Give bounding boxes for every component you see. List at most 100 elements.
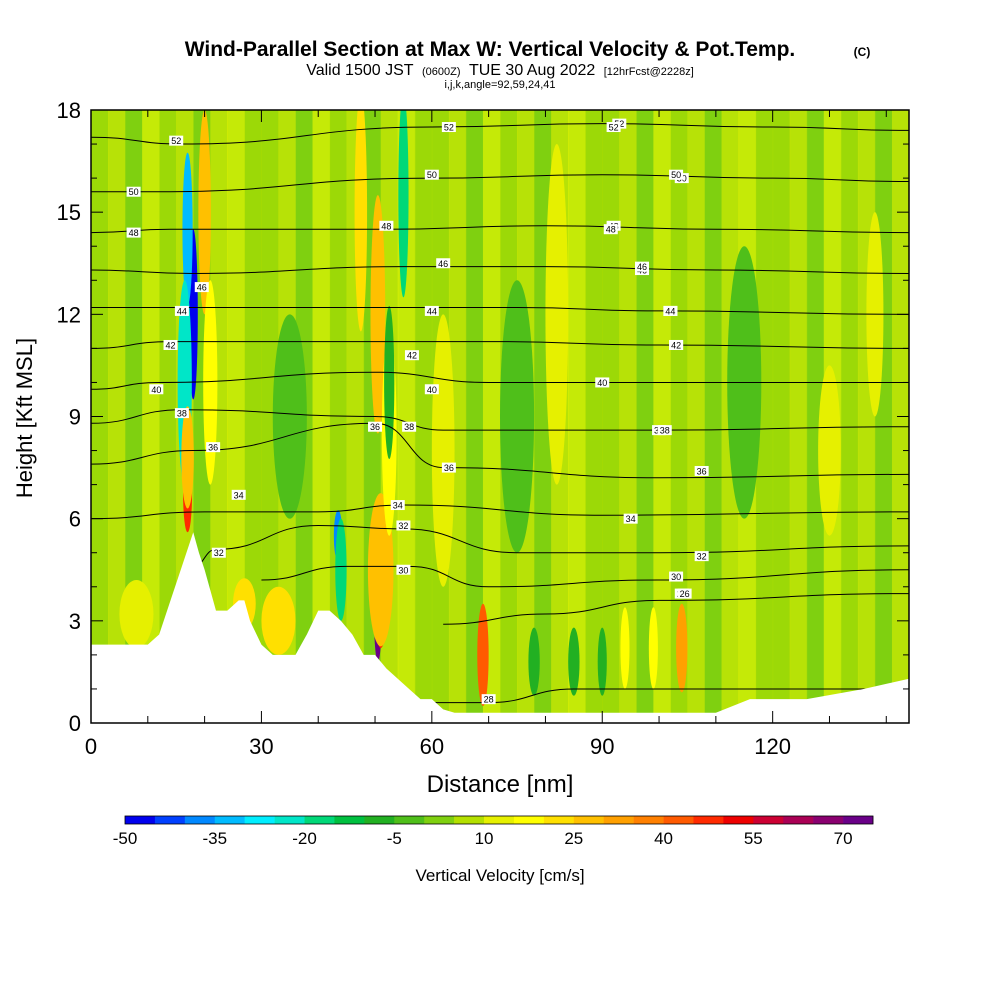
contour-label-text: 50 <box>129 187 139 197</box>
field-stripe <box>806 110 825 723</box>
contour-label: 52 <box>441 122 456 133</box>
velocity-cell <box>648 607 658 689</box>
colorbar-tick-label: 55 <box>744 829 763 848</box>
velocity-cell <box>181 406 194 509</box>
subtitle-valid: Valid 1500 JST <box>306 62 414 79</box>
colorbar-swatch <box>125 816 156 824</box>
contour-label-text: 38 <box>660 426 670 436</box>
field-stripe <box>670 110 688 723</box>
colorbar-tick-label: 40 <box>654 829 673 848</box>
colorbar-swatch <box>274 816 305 824</box>
contour-label-text: 40 <box>151 385 161 395</box>
contour-label: 38 <box>174 408 189 419</box>
field-stripe <box>789 110 808 723</box>
isentrope-line <box>91 266 909 274</box>
contour-label: 36 <box>694 465 709 476</box>
colorbar-swatch <box>424 816 455 824</box>
contour-label-bg <box>390 500 405 511</box>
colorbar-tick-label: -20 <box>292 829 317 848</box>
field-stripe <box>602 110 620 723</box>
velocity-cell <box>367 493 394 647</box>
subtitle-utc: (0600Z) <box>422 66 461 78</box>
contour-label-bg <box>206 442 221 453</box>
contour-label-bg <box>663 305 678 316</box>
contour-label-text: 28 <box>484 695 494 705</box>
isentrope-line <box>91 371 909 390</box>
contour-label-text: 44 <box>177 306 187 316</box>
contour-label: 42 <box>669 339 684 350</box>
colorbar-swatch <box>244 816 275 824</box>
contour-label: 30 <box>669 571 684 582</box>
contour-label-bg <box>169 135 184 146</box>
colorbar-tick-label: -5 <box>387 829 402 848</box>
contour-label-bg <box>441 122 456 133</box>
field-stripe <box>585 110 603 723</box>
velocity-cell <box>568 627 580 696</box>
field-stripe <box>755 110 774 723</box>
contour-label: 38 <box>657 425 672 436</box>
contour-label-text: 34 <box>393 501 403 511</box>
params-line: i,j,k,angle=92,59,24,41 <box>444 79 555 91</box>
contour-label-bg <box>126 186 141 197</box>
contour-label: 34 <box>623 513 638 524</box>
x-tick-label: 120 <box>754 734 791 759</box>
contour-label-text: 44 <box>665 306 675 316</box>
contour-label-text: 42 <box>671 340 681 350</box>
velocity-cell <box>370 195 386 434</box>
colorbar-tick-label: 10 <box>475 829 494 848</box>
contour-label-bg <box>603 224 618 235</box>
contour-label-bg <box>424 305 439 316</box>
subtitle-date: TUE 30 Aug 2022 <box>469 62 595 79</box>
colorbar-swatch <box>633 816 664 824</box>
colorbar-swatch <box>334 816 365 824</box>
contour-label: 42 <box>163 339 178 350</box>
contour-label: 42 <box>404 350 419 361</box>
contour-label: 44 <box>174 305 189 316</box>
colorbar-swatch <box>783 816 814 824</box>
contour-label-text: 34 <box>234 490 244 500</box>
contour-label-bg <box>669 169 684 180</box>
contour-label-bg <box>657 425 672 436</box>
field-stripe <box>874 110 893 723</box>
colorbar-swatch <box>214 816 245 824</box>
x-axis-label: Distance [nm] <box>427 771 574 798</box>
contour-label-bg <box>694 551 709 562</box>
colorbar-tick-label: -50 <box>113 829 138 848</box>
contour-label: 40 <box>595 377 610 388</box>
contour-label-bg <box>149 384 164 395</box>
contour-label: 28 <box>481 694 496 705</box>
contour-label-text: 48 <box>381 221 391 231</box>
field-stripe <box>619 110 637 723</box>
y-tick-label: 15 <box>57 200 81 225</box>
contour-label-bg <box>606 122 621 133</box>
field-stripe <box>125 110 143 723</box>
contour-label: 26 <box>677 588 692 599</box>
contour-label-bg <box>481 694 496 705</box>
contour-label-bg <box>669 571 684 582</box>
contour-label: 36 <box>368 421 383 432</box>
velocity-cell <box>384 305 395 460</box>
y-tick-label: 12 <box>57 302 81 327</box>
velocity-cell <box>818 365 841 536</box>
velocity-cell <box>545 144 569 485</box>
contour-label-bg <box>174 408 189 419</box>
contour-labels: 26 28 30 32 34 36 38 40 42 44 46 48 50 52 50 48 42 40 38 36… <box>126 118 709 705</box>
contour-label-text: 46 <box>197 283 207 293</box>
velocity-cell <box>335 518 347 621</box>
subtitle-forecast: [12hrFcst@2228z] <box>604 66 694 78</box>
velocity-cell <box>398 110 409 298</box>
x-tick-label: 60 <box>420 734 444 759</box>
contour-label-text: 46 <box>438 259 448 269</box>
velocity-cell <box>431 314 455 587</box>
contour-label-bg <box>694 465 709 476</box>
velocity-cell <box>500 280 535 553</box>
chart-title: Wind-Parallel Section at Max W: Vertical… <box>185 38 796 61</box>
contour-label: 36 <box>441 462 456 473</box>
field-stripe <box>414 110 433 723</box>
contour-label-text: 50 <box>671 170 681 180</box>
contour-label: 44 <box>663 305 678 316</box>
velocity-cell <box>119 579 154 649</box>
velocity-cell <box>198 110 211 315</box>
contour-label-bg <box>424 384 439 395</box>
